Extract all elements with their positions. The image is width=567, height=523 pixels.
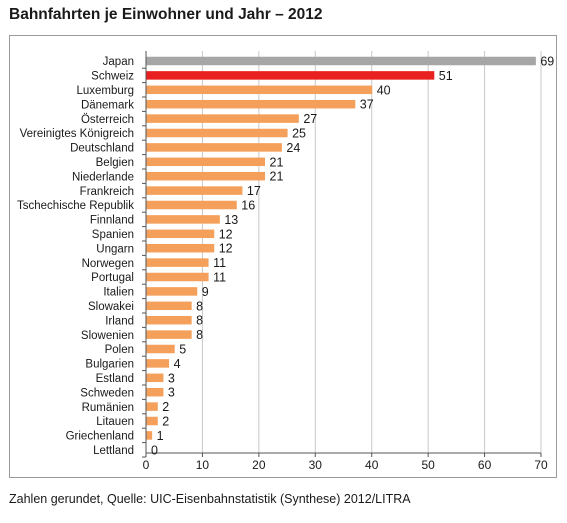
category-label: Belgien bbox=[96, 157, 134, 169]
value-label: 17 bbox=[247, 184, 261, 198]
bars bbox=[146, 56, 536, 440]
value-label: 3 bbox=[168, 371, 175, 385]
bar bbox=[146, 402, 158, 411]
bar bbox=[146, 416, 158, 426]
category-label: Polen bbox=[105, 344, 134, 356]
category-label: Bulgarien bbox=[85, 359, 134, 371]
source-footnote: Zahlen gerundet, Quelle: UIC-Eisenbahnst… bbox=[9, 492, 411, 506]
value-label: 21 bbox=[270, 170, 284, 184]
bar bbox=[146, 200, 237, 210]
bar bbox=[146, 315, 192, 325]
bar bbox=[146, 258, 209, 267]
category-label: Irland bbox=[105, 315, 134, 327]
value-label: 11 bbox=[213, 256, 226, 270]
category-label: Japan bbox=[103, 56, 134, 68]
x-tick-label: 60 bbox=[478, 458, 492, 472]
bar bbox=[146, 114, 299, 123]
value-label: 25 bbox=[292, 127, 306, 141]
bar bbox=[146, 330, 192, 339]
value-label: 8 bbox=[196, 328, 203, 342]
value-label: 13 bbox=[224, 213, 238, 227]
bar bbox=[146, 71, 435, 80]
category-label: Österreich bbox=[81, 114, 134, 126]
category-label: Frankreich bbox=[80, 186, 134, 198]
x-tick-label: 30 bbox=[309, 458, 323, 472]
value-label: 1 bbox=[157, 429, 164, 443]
category-label: Griechenland bbox=[66, 431, 134, 443]
category-label: Portugal bbox=[91, 272, 134, 284]
x-tick-label: 40 bbox=[365, 458, 379, 472]
category-label: Niederlande bbox=[72, 171, 134, 183]
value-label: 21 bbox=[270, 155, 284, 169]
bar bbox=[146, 272, 209, 282]
bar bbox=[146, 301, 192, 311]
x-tick-label: 20 bbox=[252, 458, 266, 472]
bar bbox=[146, 171, 265, 181]
category-label: Finnland bbox=[90, 215, 134, 227]
bar bbox=[146, 243, 215, 253]
value-label: 12 bbox=[219, 242, 233, 256]
value-label: 8 bbox=[196, 314, 203, 328]
value-label: 27 bbox=[303, 112, 317, 126]
value-label: 40 bbox=[377, 83, 391, 97]
bar bbox=[146, 215, 220, 224]
x-tick-label: 10 bbox=[196, 458, 210, 472]
value-labels: 6951403727252421211716131212111198885433… bbox=[151, 55, 554, 458]
x-tick-label: 70 bbox=[534, 458, 548, 472]
bar bbox=[146, 359, 170, 368]
value-label: 69 bbox=[540, 55, 554, 69]
value-label: 12 bbox=[219, 227, 233, 241]
x-tick-label: 50 bbox=[421, 458, 435, 472]
bar bbox=[146, 186, 243, 195]
bar bbox=[146, 143, 282, 152]
value-label: 16 bbox=[241, 199, 255, 213]
value-label: 11 bbox=[213, 271, 226, 285]
bar bbox=[146, 99, 356, 109]
value-label: 0 bbox=[151, 443, 158, 457]
category-label: Lettland bbox=[93, 445, 134, 457]
value-label: 2 bbox=[162, 415, 169, 429]
category-label: Spanien bbox=[92, 229, 134, 241]
category-label: Norwegen bbox=[82, 258, 134, 270]
category-label: Slowakei bbox=[88, 301, 134, 313]
bar bbox=[146, 56, 536, 66]
bar bbox=[146, 431, 153, 440]
value-label: 2 bbox=[162, 400, 169, 414]
bar bbox=[146, 128, 288, 138]
bar bbox=[146, 387, 164, 397]
category-label: Tschechische Republik bbox=[17, 200, 134, 212]
value-label: 51 bbox=[439, 69, 453, 83]
category-label: Slowenien bbox=[81, 330, 134, 342]
category-label: Ungarn bbox=[96, 243, 134, 255]
value-label: 5 bbox=[179, 343, 186, 357]
chart-title: Bahnfahrten je Einwohner und Jahr – 2012 bbox=[9, 6, 323, 23]
bar-chart: Japan Schweiz Luxemburg Dänemark Österreich V… bbox=[17, 51, 554, 472]
bar bbox=[146, 287, 198, 296]
category-label: Estland bbox=[96, 373, 134, 385]
value-label: 9 bbox=[202, 285, 209, 299]
category-label: Vereinigtes Königreich bbox=[20, 128, 134, 140]
category-label: Litauen bbox=[96, 416, 134, 428]
bar bbox=[146, 157, 265, 167]
category-label: Schweiz bbox=[91, 71, 134, 83]
value-label: 3 bbox=[168, 386, 175, 400]
value-label: 4 bbox=[174, 357, 181, 371]
value-label: 24 bbox=[286, 141, 300, 155]
chart-frame: Japan Schweiz Luxemburg Dänemark Österreich V… bbox=[9, 35, 557, 478]
category-label: Schweden bbox=[80, 387, 134, 399]
bar bbox=[146, 344, 175, 354]
category-labels: Japan Schweiz Luxemburg Dänemark Österreich V… bbox=[17, 56, 146, 458]
category-label: Deutschland bbox=[70, 143, 134, 155]
category-label: Luxemburg bbox=[76, 85, 134, 97]
bar bbox=[146, 229, 215, 239]
category-label: Italien bbox=[103, 287, 134, 299]
x-tick-labels: 0 10 20 30 40 50 60 70 bbox=[143, 453, 548, 472]
bar bbox=[146, 85, 373, 95]
x-tick-label: 0 bbox=[143, 458, 150, 472]
value-label: 8 bbox=[196, 299, 203, 313]
bar bbox=[146, 373, 164, 383]
category-label: Rumänien bbox=[82, 402, 134, 414]
category-label: Dänemark bbox=[81, 99, 134, 111]
value-label: 37 bbox=[360, 98, 374, 112]
